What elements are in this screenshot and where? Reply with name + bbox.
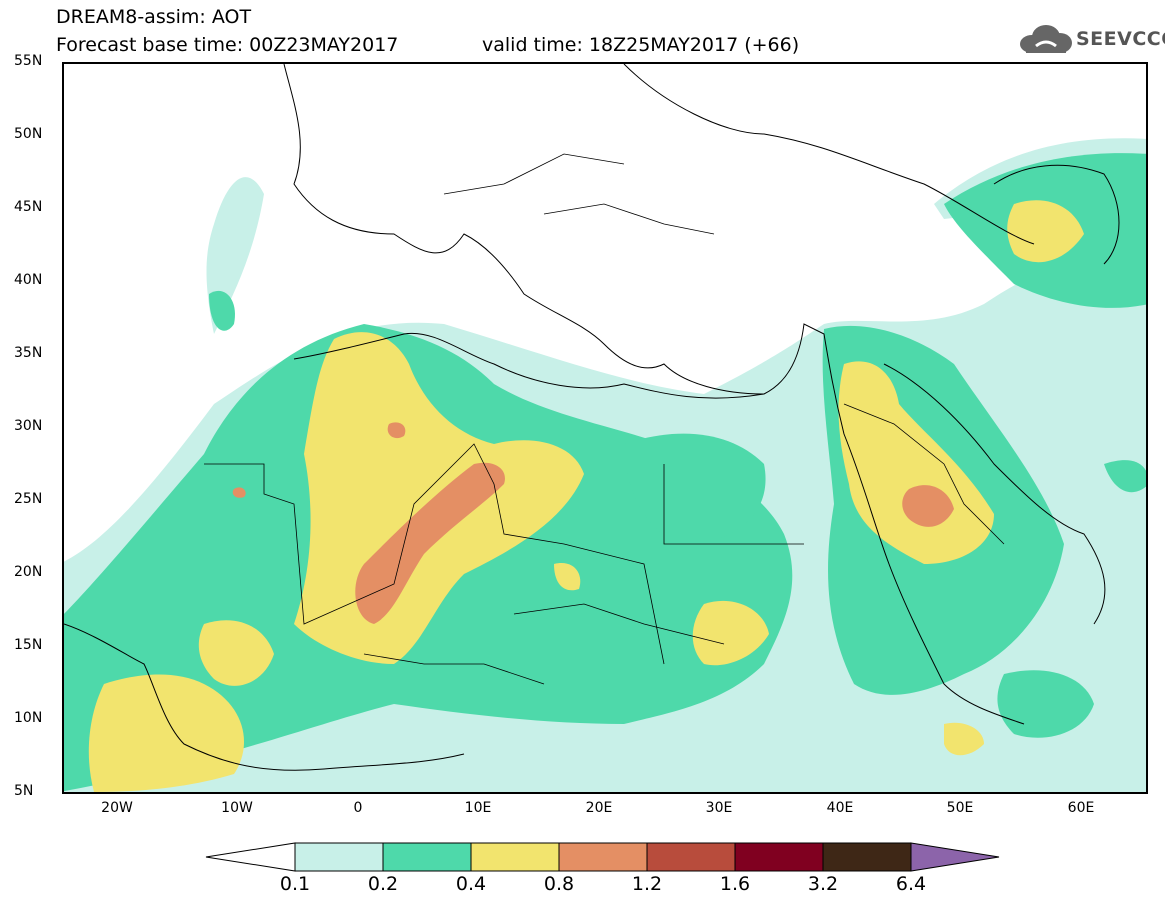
colorbar-segment (734, 842, 824, 872)
map-title: DREAM8-assim: AOT (56, 6, 252, 28)
colorbar-label: 0.8 (543, 873, 575, 895)
lon-label: 10E (464, 800, 492, 816)
valid-time: valid time: 18Z25MAY2017 (+66) (482, 34, 800, 56)
lon-label: 40E (826, 800, 854, 816)
colorbar-segment (470, 842, 560, 872)
lon-label: 10W (221, 800, 253, 816)
seevccc-logo: SEEVCCC (1018, 24, 1165, 54)
lon-label: 30E (705, 800, 733, 816)
colorbar (205, 842, 1000, 872)
borders (204, 153, 1005, 685)
lon-label: 0 (353, 800, 363, 816)
colorbar-label: 1.6 (719, 873, 751, 895)
colorbar-segment (205, 842, 296, 872)
lat-label: 15N (14, 637, 43, 653)
colorbar-label: 0.1 (279, 873, 311, 895)
lat-label: 20N (14, 564, 43, 580)
colorbar-label: 1.2 (631, 873, 663, 895)
lat-label: 30N (14, 418, 43, 434)
colorbar-label: 3.2 (807, 873, 839, 895)
cloud-icon (1020, 25, 1072, 53)
lon-label: 50E (946, 800, 974, 816)
lat-label: 45N (14, 199, 43, 215)
aot-map-svg (64, 64, 1146, 792)
colorbar-segment (294, 842, 384, 872)
colorbar-segment (558, 842, 648, 872)
forecast-base-time: Forecast base time: 00Z23MAY2017 (56, 34, 399, 56)
colorbar-label: 0.2 (367, 873, 399, 895)
lon-label: 20E (585, 800, 613, 816)
colorbar-segment (646, 842, 736, 872)
colorbar-label: 0.4 (455, 873, 487, 895)
lat-label: 55N (14, 53, 43, 69)
colorbar-segment (910, 842, 1000, 872)
lat-label: 50N (14, 126, 43, 142)
aot-layer-0.8 (232, 422, 954, 624)
lon-label: 60E (1067, 800, 1095, 816)
lat-label: 25N (14, 491, 43, 507)
aot-map (62, 62, 1148, 794)
lat-label: 40N (14, 272, 43, 288)
coastlines (64, 64, 1120, 771)
lat-label: 35N (14, 345, 43, 361)
logo-text: SEEVCCC (1076, 28, 1165, 50)
colorbar-segment (382, 842, 472, 872)
colorbar-segment (822, 842, 912, 872)
lon-label: 20W (101, 800, 133, 816)
colorbar-label: 6.4 (895, 873, 927, 895)
lat-label: 5N (14, 783, 34, 799)
lat-label: 10N (14, 710, 43, 726)
